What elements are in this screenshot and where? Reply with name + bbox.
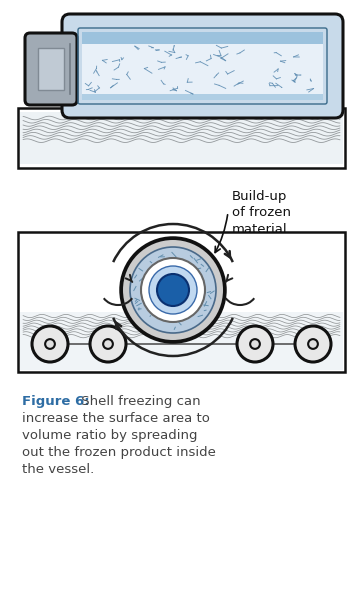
FancyBboxPatch shape: [25, 33, 77, 105]
Circle shape: [32, 326, 68, 362]
Text: Shell freezing can: Shell freezing can: [77, 395, 201, 408]
Circle shape: [123, 240, 223, 340]
Circle shape: [121, 238, 225, 342]
Bar: [20, 312, 343, 370]
Text: volume ratio by spreading: volume ratio by spreading: [22, 429, 197, 442]
Circle shape: [90, 326, 126, 362]
Bar: [38, 48, 64, 90]
Circle shape: [103, 339, 113, 349]
Text: Build-up
of frozen
material: Build-up of frozen material: [232, 190, 291, 236]
Circle shape: [237, 326, 273, 362]
Text: increase the surface area to: increase the surface area to: [22, 412, 210, 425]
Text: out the frozen product inside: out the frozen product inside: [22, 446, 216, 459]
Bar: [20, 112, 343, 164]
Bar: [82, 32, 323, 44]
Bar: [82, 44, 323, 100]
FancyBboxPatch shape: [62, 14, 343, 118]
Text: Figure 6:: Figure 6:: [22, 395, 90, 408]
Circle shape: [308, 339, 318, 349]
Circle shape: [130, 247, 216, 333]
Circle shape: [157, 274, 189, 306]
Bar: [18, 108, 345, 168]
Circle shape: [250, 339, 260, 349]
Text: the vessel.: the vessel.: [22, 463, 94, 476]
Bar: [18, 232, 345, 372]
Circle shape: [149, 266, 197, 314]
Bar: [82, 94, 323, 100]
Circle shape: [295, 326, 331, 362]
Circle shape: [45, 339, 55, 349]
Circle shape: [141, 258, 205, 322]
